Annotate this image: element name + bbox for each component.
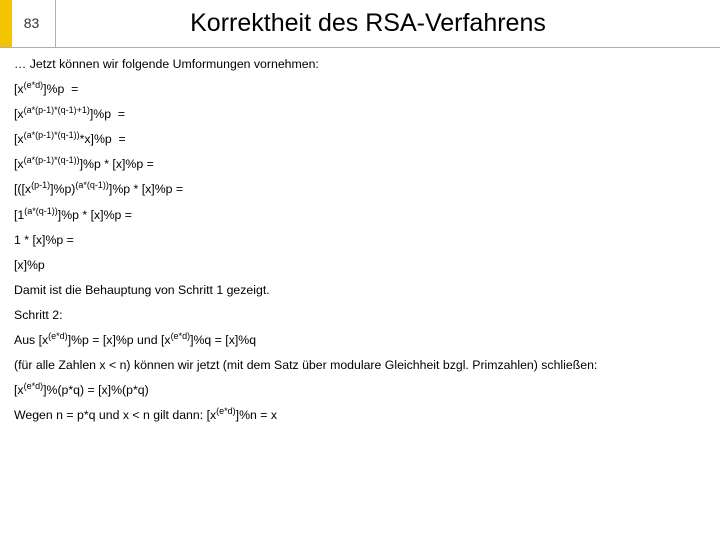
slide-title: Korrektheit des RSA-Verfahrens <box>56 9 720 38</box>
step2-line-4: Wegen n = p*q und x < n gilt dann: [x(e*… <box>14 407 706 424</box>
slide-number: 83 <box>24 15 40 31</box>
slide-container: 83 Korrektheit des RSA-Verfahrens … Jetz… <box>0 0 720 540</box>
eq-line-8: [x]%p <box>14 257 706 274</box>
slide-number-box: 83 <box>0 0 56 48</box>
slide-header: 83 Korrektheit des RSA-Verfahrens <box>0 0 720 48</box>
eq-line-2: [x(a*(p-1)*(q-1)+1)]%p = <box>14 106 706 123</box>
step2-line-3: [x(e*d)]%(p*q) = [x]%(p*q) <box>14 382 706 399</box>
eq-line-7: 1 * [x]%p = <box>14 232 706 249</box>
eq-line-4: [x(a*(p-1)*(q-1))]%p * [x]%p = <box>14 156 706 173</box>
eq-line-1: [x(e*d)]%p = <box>14 81 706 98</box>
step2-label: Schritt 2: <box>14 307 706 324</box>
step2-line-2: (für alle Zahlen x < n) können wir jetzt… <box>14 357 706 374</box>
eq-line-6: [1(a*(q-1))]%p * [x]%p = <box>14 207 706 224</box>
yellow-accent-stripe <box>0 0 12 47</box>
intro-line: … Jetzt können wir folgende Umformungen … <box>14 56 706 73</box>
eq-line-3: [x(a*(p-1)*(q-1))*x]%p = <box>14 131 706 148</box>
eq-line-5: [([x(p-1)]%p)(a*(q-1))]%p * [x]%p = <box>14 181 706 198</box>
slide-body: … Jetzt können wir folgende Umformungen … <box>0 48 720 440</box>
step2-line-1: Aus [x(e*d)]%p = [x]%p und [x(e*d)]%q = … <box>14 332 706 349</box>
step1-conclusion: Damit ist die Behauptung von Schritt 1 g… <box>14 282 706 299</box>
